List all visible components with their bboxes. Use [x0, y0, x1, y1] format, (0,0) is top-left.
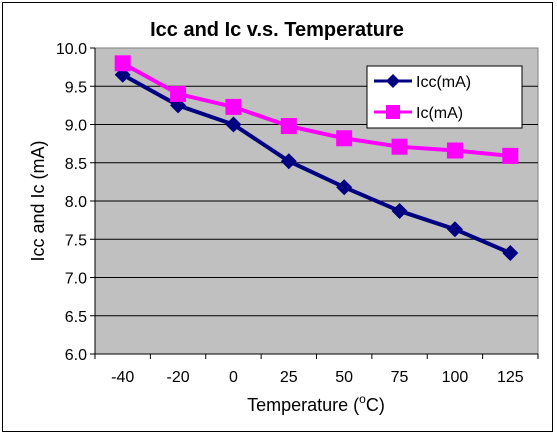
- data-point-ic: [446, 142, 463, 159]
- series-line-ic: [121, 61, 511, 158]
- y-tick-label: 6.5: [65, 309, 87, 326]
- x-axis-label-superscript: o: [359, 392, 366, 406]
- data-point-ic: [391, 138, 408, 155]
- legend-marker-icc: [386, 74, 400, 88]
- x-tick-label: -40: [111, 369, 134, 386]
- x-axis: -40 -20 0 25 50 75 100 125: [94, 353, 539, 386]
- data-point-icc: [446, 221, 463, 238]
- y-tick-label: 8.5: [65, 156, 87, 173]
- legend-label-ic: Ic(mA): [416, 105, 463, 122]
- x-tick-label: 0: [229, 369, 238, 386]
- y-tick-label: 7.0: [65, 271, 87, 288]
- y-tick-label: 10.0: [56, 41, 87, 58]
- y-tick-label: 9.0: [65, 118, 87, 135]
- x-tick-label: 50: [335, 369, 353, 386]
- data-point-ic: [225, 98, 242, 115]
- data-point-ic: [114, 55, 131, 72]
- data-point-ic: [170, 85, 187, 102]
- data-point-icc: [502, 245, 519, 262]
- x-tick-label: -20: [167, 369, 190, 386]
- x-axis-label-main: Temperature (: [247, 395, 359, 415]
- data-point-icc: [336, 179, 353, 196]
- series-line-icc: [121, 73, 512, 255]
- legend: Icc(mA) Ic(mA): [366, 65, 523, 129]
- x-tick-label: 125: [497, 369, 524, 386]
- y-tick-label: 9.5: [65, 79, 87, 96]
- series-group: [114, 55, 519, 262]
- chart-title: Icc and Ic v.s. Temperature: [150, 19, 404, 41]
- y-tick-label: 8.0: [65, 194, 87, 211]
- legend-label-icc: Icc(mA): [416, 74, 471, 91]
- y-tick-label: 6.0: [65, 347, 87, 364]
- x-tick-label: 25: [280, 369, 298, 386]
- data-point-ic: [502, 147, 519, 164]
- y-tick-label: 7.5: [65, 232, 87, 249]
- x-tick-label: 75: [391, 369, 409, 386]
- legend-marker-ic: [386, 105, 400, 119]
- data-point-icc: [280, 153, 297, 170]
- data-point-ic: [280, 118, 297, 135]
- data-point-ic: [336, 130, 353, 147]
- x-axis-label: Temperature (oC): [247, 392, 385, 415]
- y-axis-label: Icc and Ic (mA): [28, 140, 48, 261]
- data-point-icc: [225, 116, 242, 133]
- y-axis: 6.0 6.5 7.0 7.5 8.0 8.5 9.0 9.5 10.0: [56, 41, 96, 364]
- gridlines: [95, 85, 538, 317]
- x-axis-label-tail: C): [366, 395, 385, 415]
- x-tick-label: 100: [442, 369, 469, 386]
- data-point-icc: [391, 202, 408, 219]
